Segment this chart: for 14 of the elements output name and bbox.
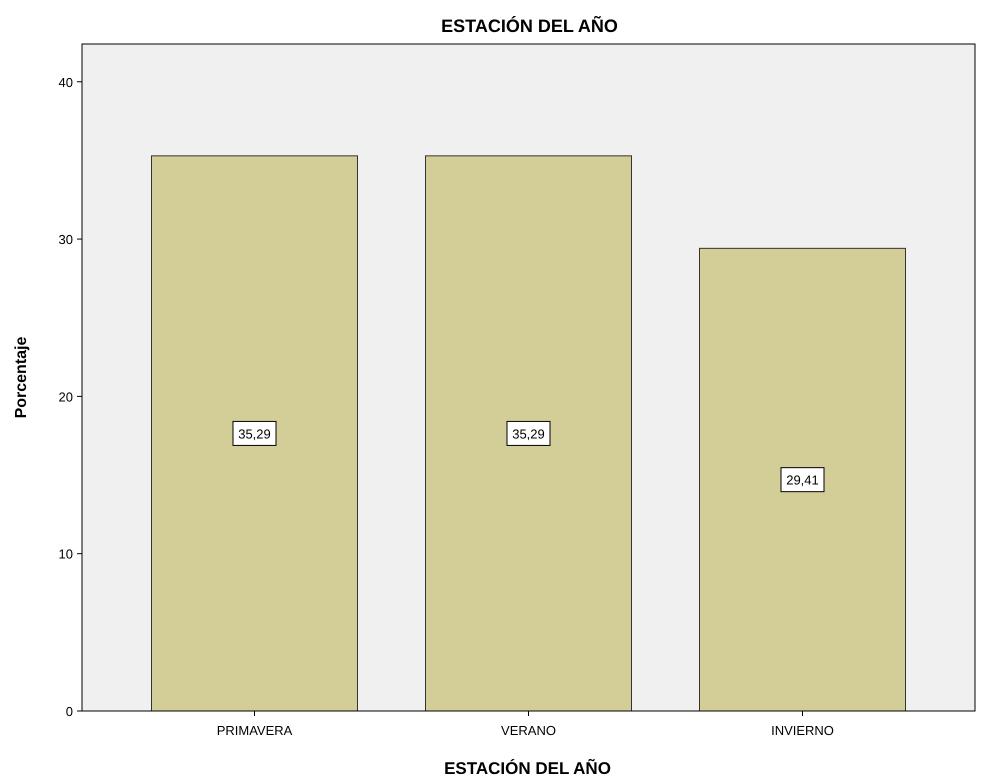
y-tick-label: 30 bbox=[58, 232, 73, 248]
chart-title: ESTACIÓN DEL AÑO bbox=[441, 15, 618, 36]
data-label: 35,29 bbox=[512, 426, 545, 442]
y-tick-label: 0 bbox=[66, 704, 73, 719]
x-tick-label: INVIERNO bbox=[771, 723, 834, 738]
data-label: 29,41 bbox=[786, 472, 819, 488]
y-tick-label: 20 bbox=[58, 389, 73, 404]
y-axis-title: Porcentaje bbox=[13, 336, 30, 418]
x-tick-label: VERANO bbox=[501, 723, 556, 738]
y-tick-label: 10 bbox=[58, 546, 73, 562]
data-label: 35,29 bbox=[238, 426, 271, 442]
x-tick-label: PRIMAVERA bbox=[216, 723, 293, 738]
x-axis-title: ESTACIÓN DEL AÑO bbox=[444, 758, 611, 778]
y-tick-label: 40 bbox=[58, 74, 73, 90]
